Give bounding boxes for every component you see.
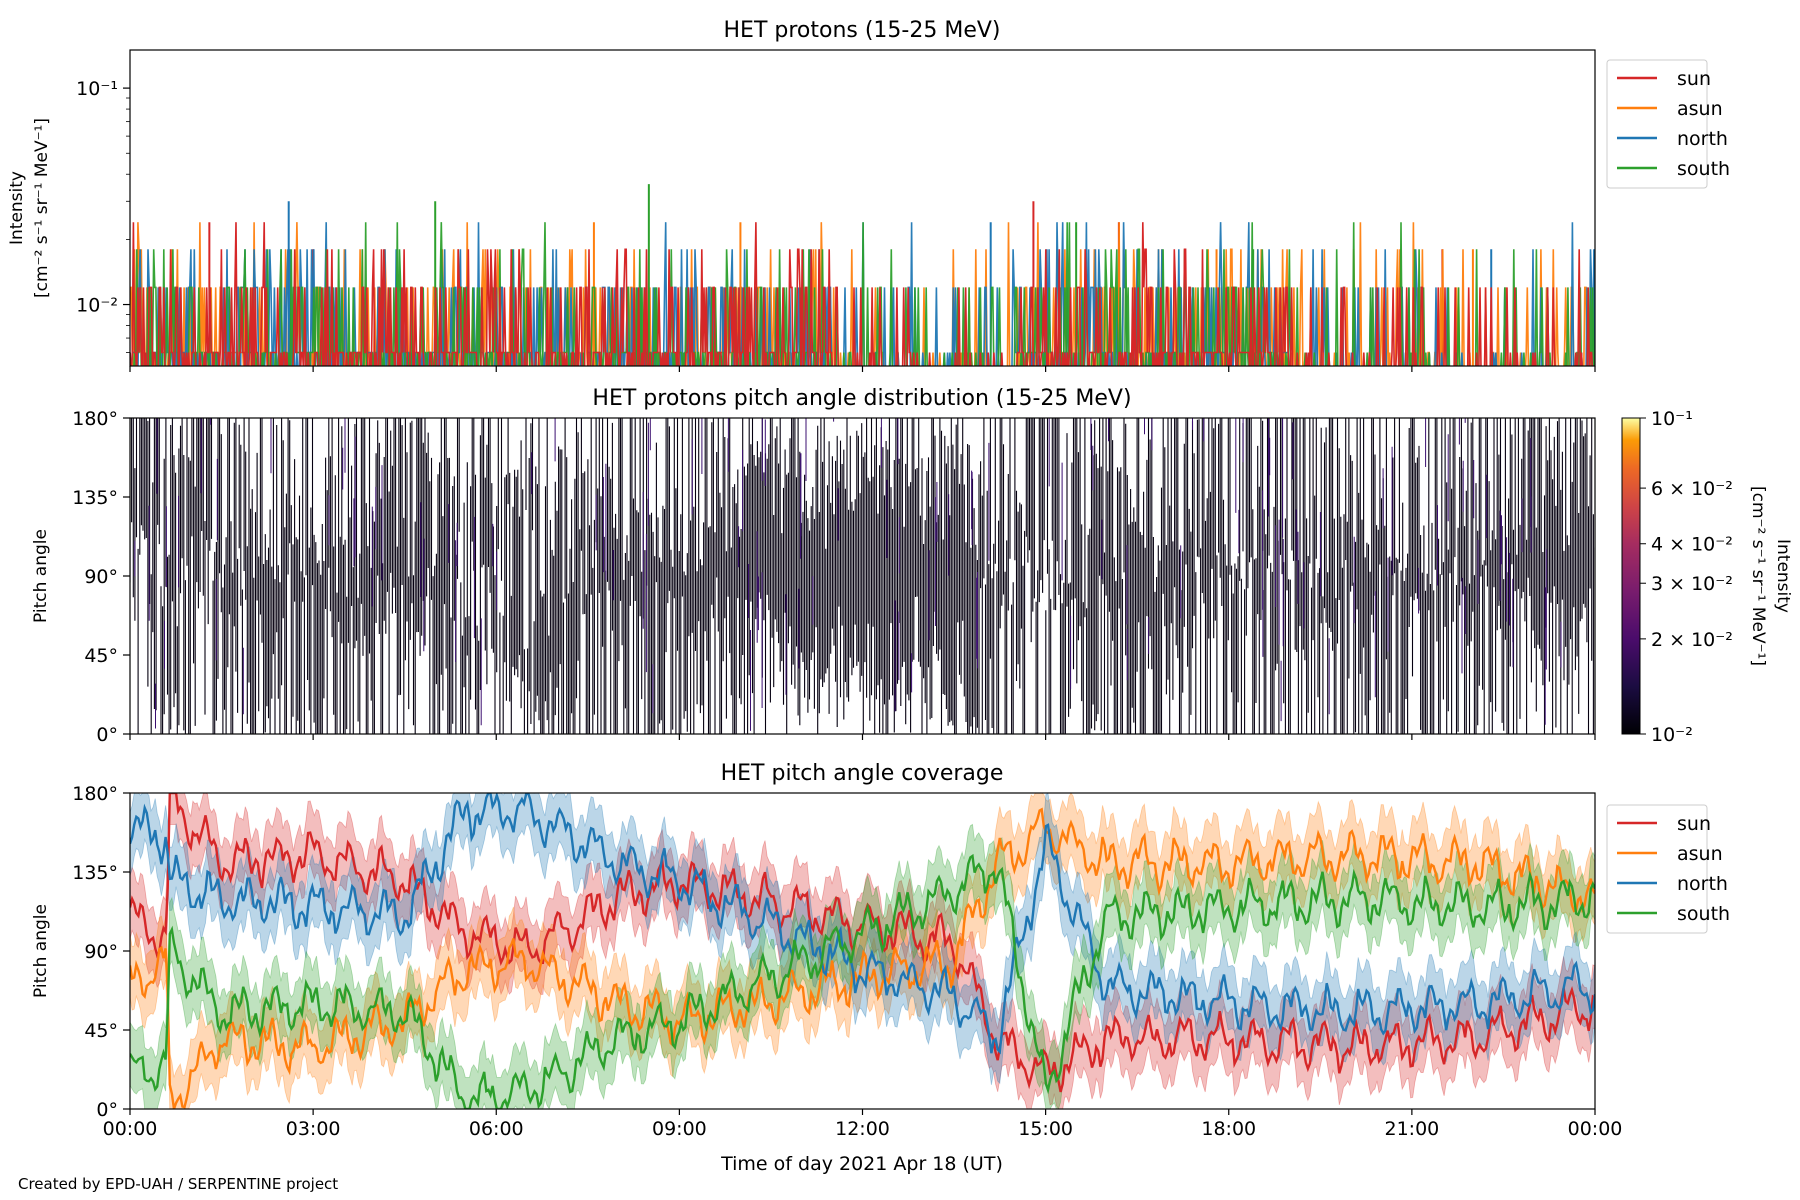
panel1-y-axis: 10⁻¹ 10⁻² (76, 78, 130, 353)
colorbar-ticks: 10⁻¹ 6 × 10⁻² 4 × 10⁻² 3 × 10⁻² 2 × 10⁻² 10⁻² (1640, 408, 1733, 746)
y-tick-label: 10⁻¹ (76, 78, 118, 100)
y-tick-label: 135° (72, 862, 118, 884)
legend-label-sun: sun (1677, 68, 1711, 90)
legend-label-north: north (1677, 873, 1728, 895)
heatmap-cells-bright (134, 418, 1562, 731)
panel-pitch-angle-coverage: HET pitch angle coverage 0° 45° 90° 135° 180… (31, 761, 1730, 1175)
x-tick-label: 15:00 (1018, 1118, 1073, 1140)
band-south (130, 823, 1595, 1109)
panel3-series (130, 793, 1595, 1109)
y-tick-label: 45° (84, 645, 118, 667)
x-tick-label: 00:00 (1568, 1118, 1623, 1140)
panel1-legend: sun asun north south (1606, 59, 1730, 189)
x-tick-label: 00:00 (103, 1118, 158, 1140)
y-tick-label: 0° (96, 724, 118, 746)
panel2-y-axis: 0° 45° 90° 135° 180° (72, 408, 130, 746)
panel1-series (130, 184, 1595, 366)
panel-pitch-angle-distribution: HET protons pitch angle distribution (15… (31, 386, 1793, 746)
panel3-x-axis: 00:00 03:00 06:00 09:00 12:00 15:00 18:00 21:00… (103, 1109, 1623, 1140)
colorbar-label-line2: [cm⁻² s⁻¹ sr⁻¹ MeV⁻¹] (1748, 486, 1768, 666)
x-tick-label: 21:00 (1384, 1118, 1439, 1140)
x-tick-label: 03:00 (286, 1118, 341, 1140)
panel3-legend: sun asun north south (1606, 804, 1730, 934)
colorbar-tick-label: 10⁻² (1651, 724, 1693, 746)
x-axis-label: Time of day 2021 Apr 18 (UT) (720, 1153, 1003, 1175)
y-tick-label: 10⁻² (76, 295, 118, 317)
colorbar-gradient (1621, 417, 1641, 735)
legend-label-north: north (1677, 128, 1728, 150)
colorbar-tick-label: 10⁻¹ (1651, 408, 1693, 430)
panel2-title: HET protons pitch angle distribution (15… (592, 386, 1131, 411)
x-tick-label: 18:00 (1201, 1118, 1256, 1140)
y-tick-label: 135° (72, 487, 118, 509)
series-line-north (130, 793, 1595, 1055)
series-line-asun (130, 807, 1595, 1109)
panel1-x-ticks (129, 366, 1596, 372)
panel1-ylabel-line1: Intensity (7, 171, 27, 245)
legend-label-asun: asun (1677, 98, 1723, 120)
panel2-ylabel: Pitch angle (31, 529, 51, 623)
y-tick-label: 90° (84, 566, 118, 588)
panel3-ylabel: Pitch angle (31, 904, 51, 998)
credit-text: Created by EPD-UAH / SERPENTINE project (18, 1175, 339, 1193)
colorbar-label-line1: Intensity (1773, 539, 1793, 613)
x-tick-label: 06:00 (469, 1118, 524, 1140)
colorbar-tick-label: 6 × 10⁻² (1651, 478, 1733, 500)
x-tick-label: 12:00 (835, 1118, 890, 1140)
series-line-south (130, 853, 1595, 1109)
legend-label-sun: sun (1677, 813, 1711, 835)
legend-label-south: south (1677, 903, 1730, 925)
panel1-ylabel-line2: [cm⁻² s⁻¹ sr⁻¹ MeV⁻¹] (32, 118, 52, 298)
y-tick-label: 180° (72, 783, 118, 805)
band-sun (130, 793, 1595, 1109)
x-tick-label: 09:00 (652, 1118, 707, 1140)
panel2-x-ticks (129, 734, 1596, 740)
colorbar-tick-label: 4 × 10⁻² (1651, 534, 1733, 556)
y-tick-label: 45° (84, 1020, 118, 1042)
colorbar-tick-label: 3 × 10⁻² (1651, 573, 1733, 595)
y-tick-label: 90° (84, 941, 118, 963)
y-tick-label: 180° (72, 408, 118, 430)
panel3-y-axis: 0° 45° 90° 135° 180° (72, 783, 130, 1121)
band-north (130, 793, 1595, 1085)
y-tick-label: 0° (96, 1099, 118, 1121)
panel2-heatmap (130, 418, 1595, 734)
panel1-title: HET protons (15-25 MeV) (724, 18, 1001, 43)
legend-label-asun: asun (1677, 843, 1723, 865)
colorbar-tick-label: 2 × 10⁻² (1651, 629, 1733, 651)
series-line-sun (130, 222, 1594, 366)
colorbar: 10⁻¹ 6 × 10⁻² 4 × 10⁻² 3 × 10⁻² 2 × 10⁻² 10⁻²… (1621, 408, 1793, 746)
panel-intensity: HET protons (15-25 MeV) 10⁻¹ 10⁻² Intensi… (7, 18, 1730, 372)
legend-label-south: south (1677, 158, 1730, 180)
panel3-title: HET pitch angle coverage (721, 761, 1004, 786)
